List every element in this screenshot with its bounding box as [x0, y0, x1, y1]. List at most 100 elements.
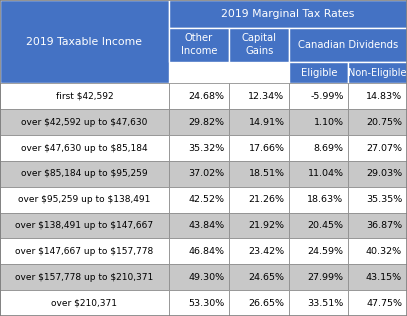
- Bar: [229, 135, 289, 161]
- Text: 12.34%: 12.34%: [248, 92, 284, 101]
- Text: 43.15%: 43.15%: [366, 273, 402, 282]
- Text: 24.68%: 24.68%: [188, 92, 224, 101]
- Bar: [169, 187, 229, 213]
- Bar: [348, 109, 407, 135]
- Bar: [289, 28, 407, 62]
- Text: 11.04%: 11.04%: [308, 169, 344, 178]
- Text: Eligible: Eligible: [301, 68, 337, 78]
- Text: 42.52%: 42.52%: [188, 195, 224, 204]
- Bar: [229, 239, 289, 264]
- Bar: [0, 290, 169, 316]
- Bar: [289, 161, 348, 187]
- Text: 2019 Marginal Tax Rates: 2019 Marginal Tax Rates: [221, 9, 354, 19]
- Text: first \$42,592: first \$42,592: [56, 92, 113, 101]
- Text: Canadian Dividends: Canadian Dividends: [298, 40, 398, 50]
- Text: Non-Eligible: Non-Eligible: [348, 68, 407, 78]
- Bar: [169, 83, 229, 109]
- Text: over \$210,371: over \$210,371: [51, 299, 118, 307]
- Bar: [169, 239, 229, 264]
- Bar: [289, 213, 348, 239]
- Bar: [169, 109, 229, 135]
- Bar: [289, 135, 348, 161]
- Text: 49.30%: 49.30%: [188, 273, 224, 282]
- Text: over \$147,667 up to \$157,778: over \$147,667 up to \$157,778: [15, 247, 153, 256]
- Bar: [289, 264, 348, 290]
- Text: 8.69%: 8.69%: [313, 143, 344, 153]
- Text: over \$157,778 up to \$210,371: over \$157,778 up to \$210,371: [15, 273, 153, 282]
- Text: 18.63%: 18.63%: [307, 195, 344, 204]
- Text: 27.07%: 27.07%: [366, 143, 402, 153]
- Bar: [348, 187, 407, 213]
- Text: Other
Income: Other Income: [181, 33, 217, 57]
- Bar: [0, 239, 169, 264]
- Text: 21.92%: 21.92%: [249, 221, 284, 230]
- Text: 20.75%: 20.75%: [366, 118, 402, 127]
- Bar: [348, 135, 407, 161]
- Bar: [348, 213, 407, 239]
- Bar: [348, 161, 407, 187]
- Bar: [348, 239, 407, 264]
- Bar: [0, 83, 169, 109]
- Bar: [169, 264, 229, 290]
- Bar: [229, 109, 289, 135]
- Bar: [0, 187, 169, 213]
- Text: 43.84%: 43.84%: [188, 221, 224, 230]
- Text: over \$42,592 up to \$47,630: over \$42,592 up to \$47,630: [21, 118, 148, 127]
- Bar: [229, 83, 289, 109]
- Bar: [169, 28, 229, 62]
- Text: 17.66%: 17.66%: [249, 143, 284, 153]
- Text: over \$47,630 up to \$85,184: over \$47,630 up to \$85,184: [21, 143, 148, 153]
- Bar: [169, 161, 229, 187]
- Text: Capital
Gains: Capital Gains: [242, 33, 277, 57]
- Text: 1.10%: 1.10%: [313, 118, 344, 127]
- Bar: [169, 213, 229, 239]
- Bar: [0, 213, 169, 239]
- Text: 20.45%: 20.45%: [308, 221, 344, 230]
- Text: 29.82%: 29.82%: [188, 118, 224, 127]
- Text: 18.51%: 18.51%: [249, 169, 284, 178]
- Bar: [289, 290, 348, 316]
- Text: 24.59%: 24.59%: [308, 247, 344, 256]
- Bar: [169, 135, 229, 161]
- Bar: [0, 109, 169, 135]
- Text: 46.84%: 46.84%: [188, 247, 224, 256]
- Bar: [0, 0, 169, 83]
- Text: 14.83%: 14.83%: [366, 92, 402, 101]
- Bar: [289, 187, 348, 213]
- Text: 37.02%: 37.02%: [188, 169, 224, 178]
- Text: 14.91%: 14.91%: [249, 118, 284, 127]
- Text: 33.51%: 33.51%: [307, 299, 344, 307]
- Text: 29.03%: 29.03%: [366, 169, 402, 178]
- Text: -5.99%: -5.99%: [310, 92, 344, 101]
- Bar: [348, 264, 407, 290]
- Text: over \$138,491 up to \$147,667: over \$138,491 up to \$147,667: [15, 221, 153, 230]
- Text: 35.32%: 35.32%: [188, 143, 224, 153]
- Text: 26.65%: 26.65%: [249, 299, 284, 307]
- Bar: [169, 0, 407, 28]
- Bar: [348, 290, 407, 316]
- Text: 2019 Taxable Income: 2019 Taxable Income: [26, 37, 142, 47]
- Text: 21.26%: 21.26%: [249, 195, 284, 204]
- Bar: [229, 264, 289, 290]
- Bar: [289, 239, 348, 264]
- Text: over \$95,259 up to \$138,491: over \$95,259 up to \$138,491: [18, 195, 151, 204]
- Bar: [0, 161, 169, 187]
- Text: 24.65%: 24.65%: [249, 273, 284, 282]
- Bar: [289, 109, 348, 135]
- Bar: [348, 62, 407, 83]
- Bar: [289, 83, 348, 109]
- Text: 35.35%: 35.35%: [366, 195, 402, 204]
- Text: 23.42%: 23.42%: [248, 247, 284, 256]
- Text: over \$85,184 up to \$95,259: over \$85,184 up to \$95,259: [21, 169, 148, 178]
- Text: 36.87%: 36.87%: [366, 221, 402, 230]
- Text: 47.75%: 47.75%: [366, 299, 402, 307]
- Bar: [229, 213, 289, 239]
- Bar: [169, 290, 229, 316]
- Bar: [289, 62, 348, 83]
- Bar: [0, 264, 169, 290]
- Text: 27.99%: 27.99%: [308, 273, 344, 282]
- Bar: [229, 290, 289, 316]
- Bar: [229, 161, 289, 187]
- Bar: [0, 135, 169, 161]
- Text: 40.32%: 40.32%: [366, 247, 402, 256]
